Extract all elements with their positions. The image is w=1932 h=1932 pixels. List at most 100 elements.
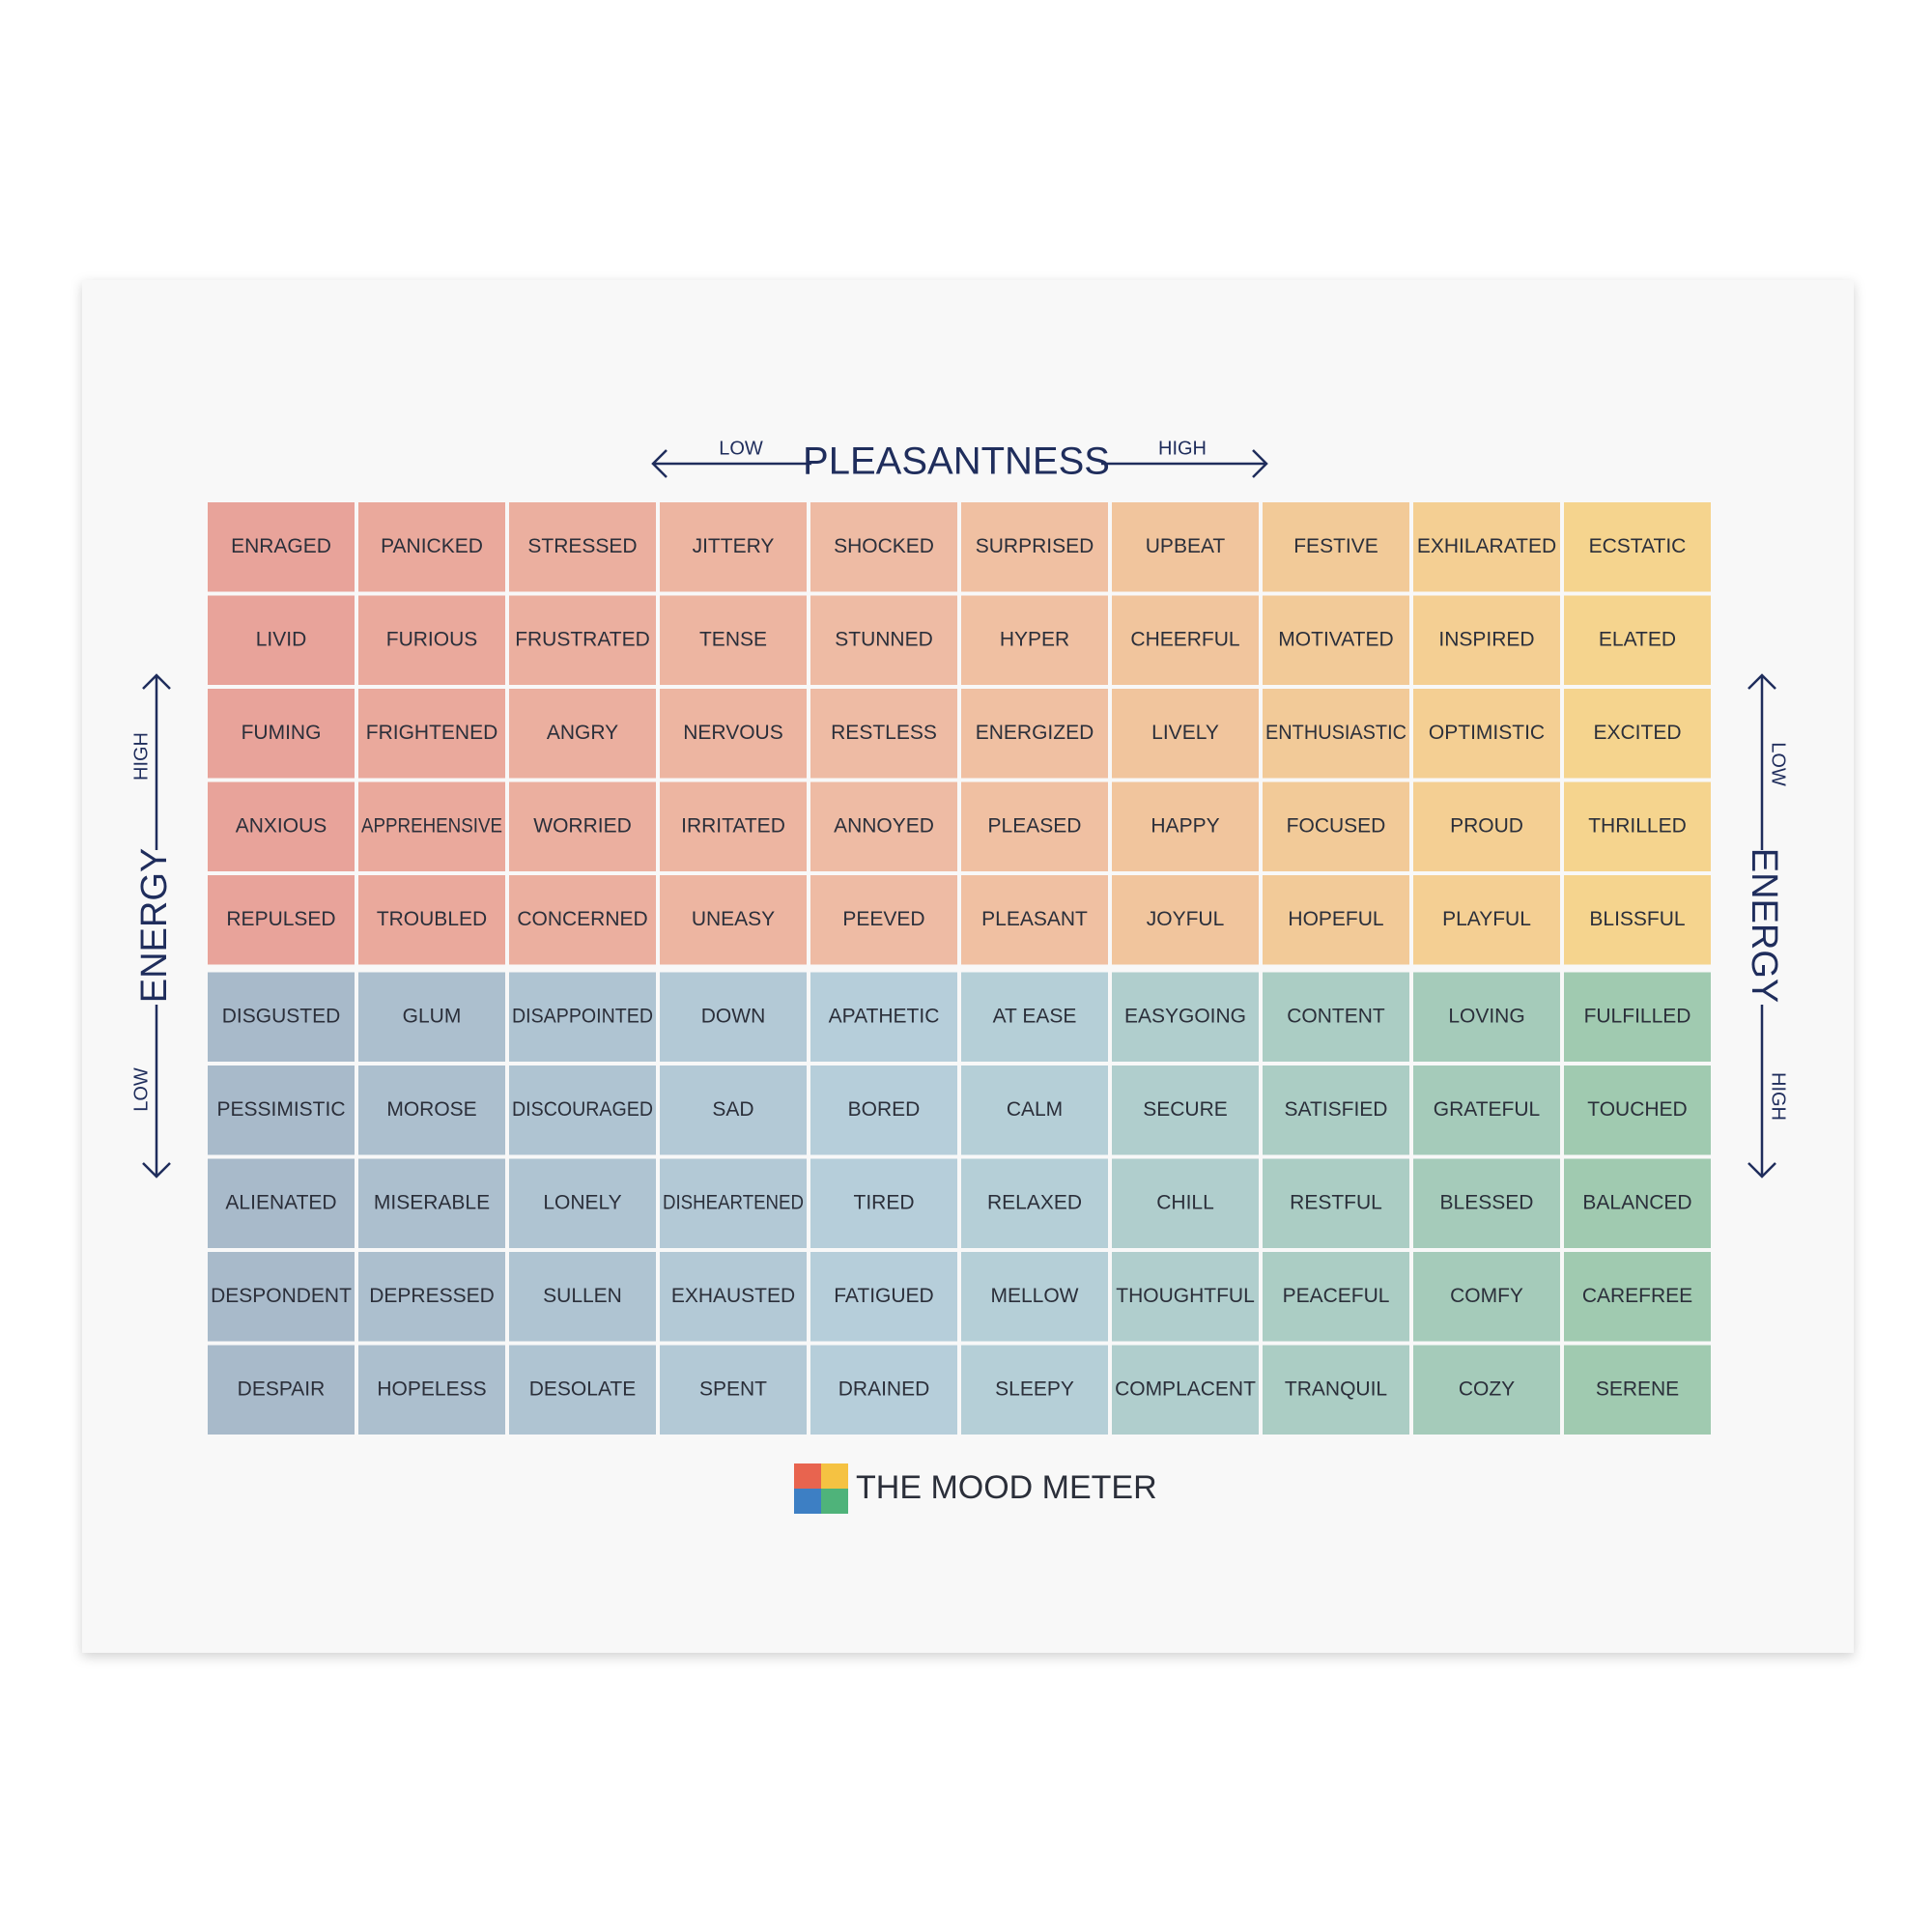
- mood-cell: [1564, 595, 1711, 685]
- mood-label: DOWN: [701, 1005, 766, 1027]
- mood-cell: [1413, 502, 1560, 592]
- mood-cell: [660, 689, 807, 779]
- mood-cell: [1413, 1252, 1560, 1342]
- mood-label: THRILLED: [1588, 814, 1687, 837]
- mood-label: FRIGHTENED: [366, 722, 498, 744]
- mood-label: SAD: [712, 1098, 753, 1121]
- mood-label: ANGRY: [547, 722, 618, 744]
- mood-label: HYPER: [1000, 628, 1069, 650]
- mood-cell: [1564, 689, 1711, 779]
- mood-cell: [660, 781, 807, 871]
- mood-label: FULFILLED: [1584, 1005, 1691, 1027]
- mood-label: DISAPPOINTED: [512, 1005, 653, 1027]
- mood-cell: [810, 972, 957, 1062]
- mood-cell: [358, 781, 505, 871]
- mood-label: DISGUSTED: [222, 1005, 341, 1027]
- mood-label: HOPELESS: [377, 1378, 486, 1400]
- mood-cell: [208, 1065, 355, 1155]
- mood-label: PLEASANT: [981, 908, 1088, 930]
- mood-cell: [810, 875, 957, 965]
- mood-cell: [208, 1252, 355, 1342]
- mood-cell: [1413, 1345, 1560, 1435]
- mood-label: FRUSTRATED: [515, 628, 650, 650]
- mood-label: SULLEN: [543, 1285, 622, 1307]
- mood-cell: [961, 1065, 1108, 1155]
- mood-label: OPTIMISTIC: [1429, 722, 1545, 744]
- mood-cell: [660, 875, 807, 965]
- mood-cell: [1564, 781, 1711, 871]
- mood-label: FUMING: [242, 722, 322, 744]
- mood-label: SHOCKED: [834, 535, 934, 557]
- mood-label: EASYGOING: [1124, 1005, 1246, 1027]
- mood-label: BALANCED: [1582, 1191, 1691, 1213]
- axis-title: ENERGY: [1744, 848, 1784, 1003]
- mood-label: SURPRISED: [976, 535, 1094, 557]
- mood-label: NERVOUS: [683, 722, 782, 744]
- mood-label: LIVID: [256, 628, 307, 650]
- mood-cell: [961, 502, 1108, 592]
- mood-label: PLAYFUL: [1442, 908, 1531, 930]
- mood-label: PANICKED: [381, 535, 483, 557]
- mood-cell: [961, 689, 1108, 779]
- mood-cell: [1263, 502, 1409, 592]
- mood-label: ECSTATIC: [1589, 535, 1687, 557]
- axis-title: PLEASANTNESS: [803, 440, 1110, 483]
- mood-cell: [208, 1345, 355, 1435]
- mood-cell: [1564, 1345, 1711, 1435]
- mood-cell: [358, 689, 505, 779]
- mood-cell: [660, 1252, 807, 1342]
- mood-label: ANNOYED: [834, 814, 934, 837]
- mood-label: CHILL: [1156, 1191, 1214, 1213]
- mood-label: APPREHENSIVE: [361, 814, 502, 837]
- mood-cell: [660, 1158, 807, 1248]
- mood-label: SERENE: [1596, 1378, 1679, 1400]
- mood-label: STRESSED: [527, 535, 637, 557]
- mood-cell: [208, 502, 355, 592]
- mood-cell: [208, 781, 355, 871]
- mood-label: WORRIED: [533, 814, 632, 837]
- mood-label: UNEASY: [692, 908, 775, 930]
- mood-label: FATIGUED: [834, 1285, 933, 1307]
- mood-cell: [1564, 1158, 1711, 1248]
- logo: [794, 1463, 848, 1514]
- mood-label: HAPPY: [1151, 814, 1219, 837]
- mood-label: MISERABLE: [374, 1191, 490, 1213]
- mood-cell: [1413, 689, 1560, 779]
- mood-cell: [509, 972, 656, 1062]
- mood-label: TOUCHED: [1587, 1098, 1687, 1121]
- mood-cell: [1112, 781, 1259, 871]
- mood-cell: [810, 689, 957, 779]
- brand: THE MOOD METER: [856, 1469, 1157, 1506]
- mood-label: COMFY: [1450, 1285, 1523, 1307]
- mood-cell: [1564, 1252, 1711, 1342]
- mood-cell: [358, 875, 505, 965]
- mood-cell: [509, 781, 656, 871]
- mood-cell: [810, 781, 957, 871]
- mood-cell: [208, 972, 355, 1062]
- mood-label: CAREFREE: [1582, 1285, 1692, 1307]
- mood-label: BLESSED: [1440, 1191, 1534, 1213]
- mood-label: APATHETIC: [829, 1005, 940, 1027]
- mood-label: COMPLACENT: [1115, 1378, 1256, 1400]
- mood-cell: [1564, 972, 1711, 1062]
- mood-cell: [509, 1065, 656, 1155]
- axis-high: HIGH: [130, 732, 152, 781]
- mood-cell: [1564, 875, 1711, 965]
- mood-label: TIRED: [854, 1191, 915, 1213]
- mood-label: JITTERY: [693, 535, 775, 557]
- mood-cell: [1413, 1158, 1560, 1248]
- mood-cell: [810, 1065, 957, 1155]
- mood-cell: [1564, 1065, 1711, 1155]
- mood-label: SATISFIED: [1285, 1098, 1388, 1121]
- mood-cell: [1112, 1252, 1259, 1342]
- mood-cell: [810, 502, 957, 592]
- mood-cell: [810, 1252, 957, 1342]
- mood-cell: [1112, 1345, 1259, 1435]
- mood-label: ENERGIZED: [976, 722, 1094, 744]
- axis-high: HIGH: [1158, 438, 1207, 459]
- mood-cell: [358, 972, 505, 1062]
- mood-label: CALM: [1007, 1098, 1063, 1121]
- mood-label: EXCITED: [1593, 722, 1681, 744]
- mood-label: PESSIMISTIC: [216, 1098, 345, 1121]
